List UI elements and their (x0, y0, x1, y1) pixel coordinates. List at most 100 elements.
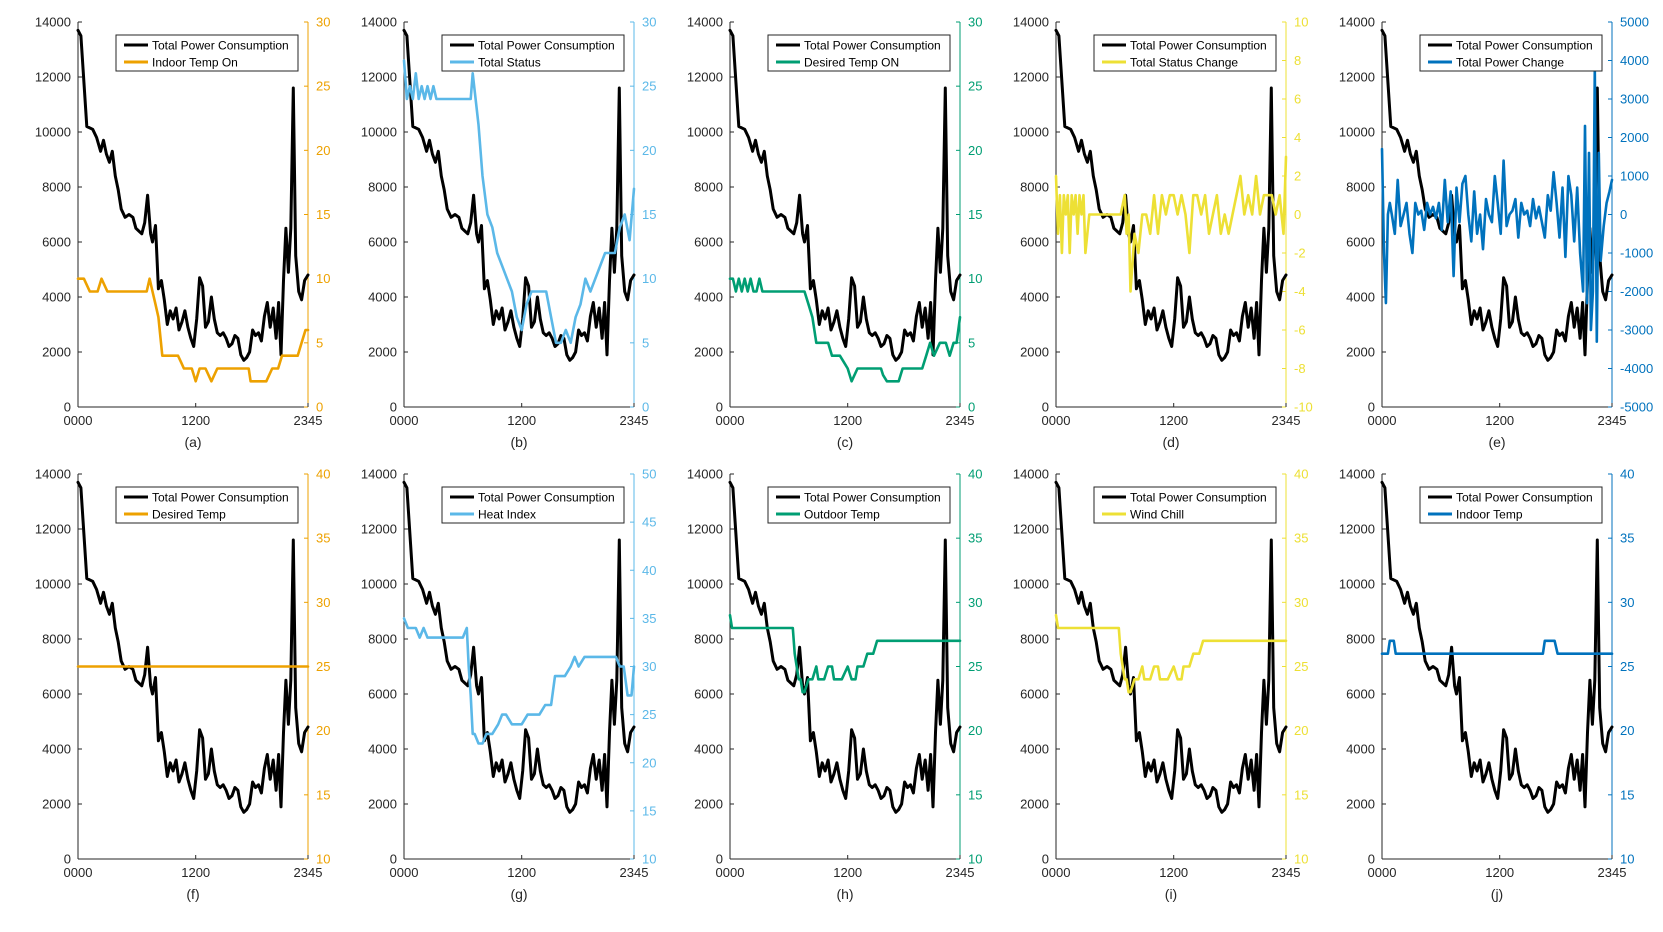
right-tick-label: 25 (968, 79, 982, 94)
right-tick-label: 30 (316, 15, 330, 30)
right-tick-label: 35 (1294, 531, 1308, 546)
legend-box (115, 486, 299, 524)
right-tick-label: -8 (1294, 361, 1306, 376)
legend: Total Power Consumption Indoor Temp (1419, 486, 1603, 524)
right-tick-label: 2 (1294, 169, 1301, 184)
right-tick-label: 10 (1294, 15, 1308, 30)
panel-g: 0 2000 4000 6000 8000 10000 12000 14000 10 15 20 25… (361, 467, 657, 903)
right-tick-label: 20 (1620, 723, 1634, 738)
legend-box (115, 34, 299, 72)
left-tick-label: 12000 (1013, 70, 1049, 85)
right-tick-label: -1000 (1620, 246, 1653, 261)
left-tick-label: 0 (716, 852, 723, 867)
legend-box (1419, 34, 1603, 72)
panel-d: 02000400060008000100001200014000-10-8-6-… (1013, 15, 1313, 451)
left-tick-label: 8000 (368, 632, 397, 647)
x-tick-label: 0000 (390, 413, 419, 428)
left-tick-label: 2000 (42, 345, 71, 360)
legend-label: Outdoor Temp (804, 508, 880, 522)
series-line-j (1380, 639, 1614, 656)
right-tick-label: 5000 (1620, 15, 1649, 30)
right-tick-label: 5 (642, 335, 649, 350)
series-line-total-power-consumption (1380, 28, 1614, 362)
left-tick-label: 8000 (694, 632, 723, 647)
series-line-total-power-consumption (1054, 480, 1288, 814)
panel-a: 0 2000 4000 6000 8000 10000 12000 14000 0 5 10 15 20… (35, 15, 331, 451)
right-tick-label: 20 (1294, 723, 1308, 738)
right-tick-label: 25 (968, 659, 982, 674)
right-tick-label: 25 (1294, 659, 1308, 674)
panel-e: 02000400060008000100001200014000-5000-40… (1339, 15, 1653, 451)
right-tick-label: 35 (968, 531, 982, 546)
right-tick-label: 10 (968, 852, 982, 867)
left-tick-label: 4000 (42, 742, 71, 757)
legend-label: Desired Temp (152, 508, 226, 522)
legend-label: Total Power Consumption (478, 39, 615, 53)
left-tick-label: 10000 (361, 125, 397, 140)
left-tick-label: 2000 (42, 797, 71, 812)
right-tick-label: -4000 (1620, 361, 1653, 376)
legend: Total Power Consumption Heat Index (441, 486, 625, 524)
panel-caption: (e) (1488, 434, 1505, 450)
left-tick-label: 0 (1042, 852, 1049, 867)
legend-box (441, 34, 625, 72)
right-tick-label: 15 (968, 207, 982, 222)
right-tick-label: 6 (1294, 92, 1301, 107)
right-tick-label: 25 (642, 707, 656, 722)
x-tick-label: 0000 (390, 865, 419, 880)
legend-label: Total Status (478, 56, 541, 70)
right-tick-label: -2000 (1620, 284, 1653, 299)
left-tick-label: 0 (716, 400, 723, 415)
legend-label: Total Power Consumption (1456, 491, 1593, 505)
x-tick-label: 2345 (294, 413, 323, 428)
left-tick-label: 12000 (35, 70, 71, 85)
left-tick-label: 2000 (1020, 797, 1049, 812)
legend-label: Total Power Consumption (804, 491, 941, 505)
x-tick-label: 1200 (833, 865, 862, 880)
right-tick-label: 25 (316, 79, 330, 94)
legend-label: Total Power Consumption (1130, 39, 1267, 53)
series-line-b (402, 59, 636, 345)
right-tick-label: 0 (1620, 207, 1627, 222)
right-tick-label: 10 (316, 852, 330, 867)
legend-box (767, 34, 951, 72)
x-tick-label: 0000 (1042, 865, 1071, 880)
left-tick-label: 6000 (1346, 687, 1375, 702)
left-tick-label: 10000 (35, 577, 71, 592)
series-line-c (728, 277, 962, 383)
left-tick-label: 4000 (368, 742, 397, 757)
left-tick-label: 10000 (35, 125, 71, 140)
left-tick-label: 4000 (694, 290, 723, 305)
legend-label: Heat Index (478, 508, 536, 522)
right-tick-label: -2 (1294, 246, 1306, 261)
left-tick-label: 4000 (42, 290, 71, 305)
x-tick-label: 0000 (1368, 413, 1397, 428)
x-tick-label: 1200 (507, 413, 536, 428)
left-tick-label: 14000 (361, 15, 397, 30)
left-tick-label: 4000 (694, 742, 723, 757)
panel-f: 0 2000 4000 6000 8000 10000 12000 14000 10 15 20 25… (35, 467, 331, 903)
x-tick-label: 0000 (1042, 413, 1071, 428)
legend: Total Power Consumption Desired Temp (115, 486, 299, 524)
legend: Total Power Consumption Indoor Temp On (115, 34, 299, 72)
left-tick-label: 14000 (1339, 467, 1375, 482)
x-tick-label: 0000 (716, 865, 745, 880)
right-tick-label: 2000 (1620, 130, 1649, 145)
left-tick-label: 12000 (687, 70, 723, 85)
right-tick-label: 30 (316, 595, 330, 610)
right-tick-label: 30 (968, 15, 982, 30)
right-tick-label: 30 (1294, 595, 1308, 610)
left-tick-label: 14000 (35, 15, 71, 30)
right-tick-label: 30 (642, 659, 656, 674)
left-tick-label: 14000 (361, 467, 397, 482)
legend-label: Total Power Consumption (1130, 491, 1267, 505)
x-tick-label: 1200 (1159, 413, 1188, 428)
series-line-total-power-consumption (76, 28, 310, 362)
right-tick-label: 1000 (1620, 169, 1649, 184)
right-tick-label: 8 (1294, 53, 1301, 68)
left-tick-label: 8000 (368, 180, 397, 195)
x-tick-label: 1200 (181, 865, 210, 880)
left-tick-label: 6000 (694, 235, 723, 250)
panel-caption: (h) (836, 886, 853, 902)
